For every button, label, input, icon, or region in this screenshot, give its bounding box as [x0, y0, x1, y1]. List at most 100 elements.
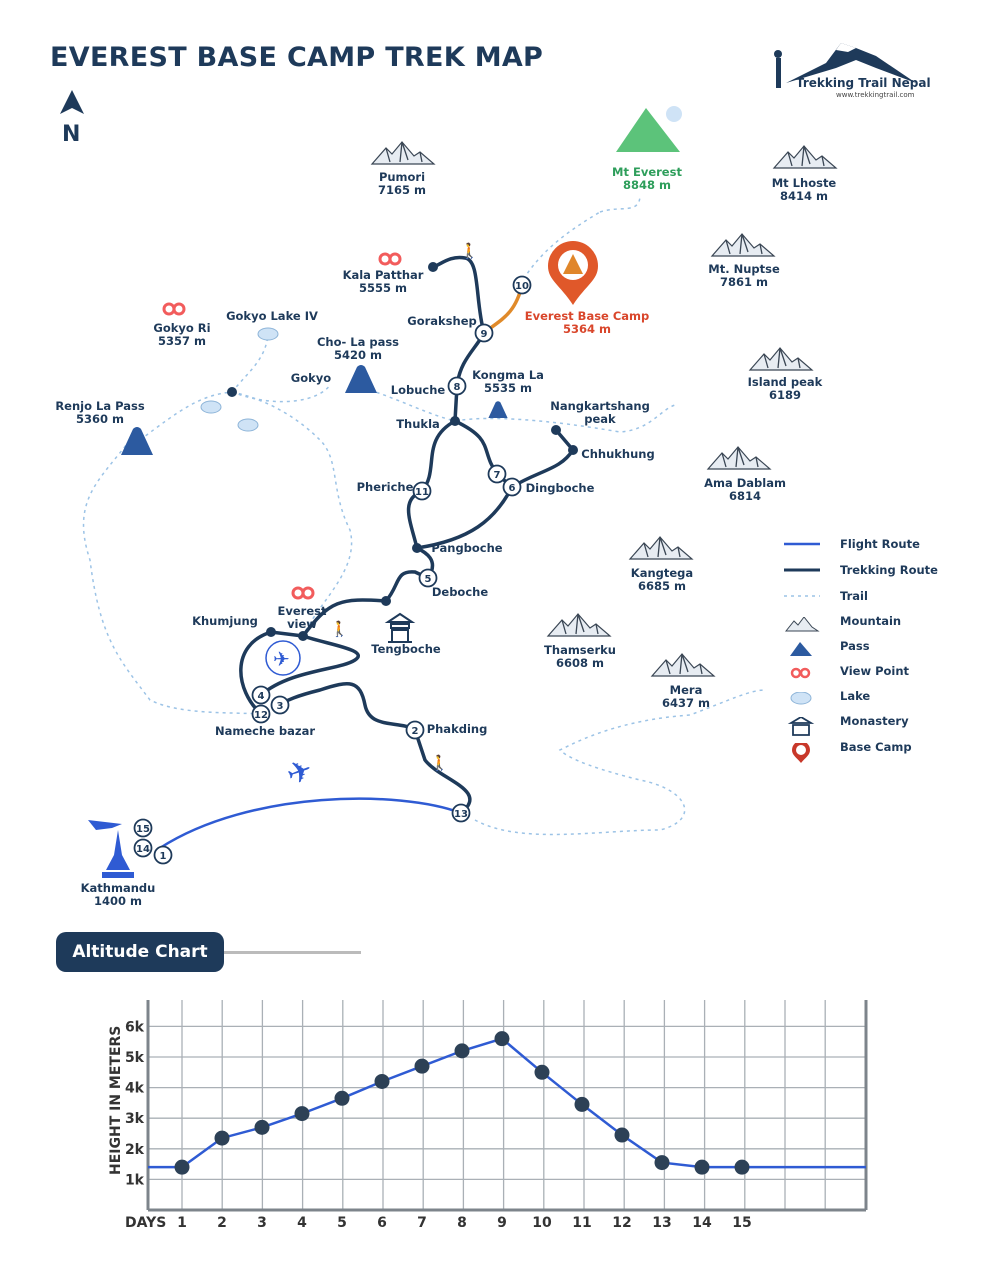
altitude-point-day-9	[494, 1031, 510, 1047]
flight-route	[159, 797, 462, 850]
logo-name: Trekking Trail Nepal	[796, 76, 931, 90]
logo-mountain-icon	[774, 43, 916, 88]
sun-icon	[666, 106, 682, 122]
mountain-shape	[650, 653, 716, 677]
logo-url[interactable]: www.trekkingtrail.com	[836, 91, 915, 99]
mountain-icon	[628, 536, 694, 560]
place-name: Pheriche	[357, 480, 414, 494]
place-name: Tengboche	[371, 642, 441, 656]
x-tick-label: 11	[572, 1215, 591, 1231]
hiker-icon: 🚶	[430, 754, 449, 772]
altitude-point-day-14	[694, 1159, 710, 1175]
stop-number: 13	[454, 809, 468, 820]
x-tick-label: 2	[217, 1215, 227, 1231]
waypoint-dot	[381, 596, 391, 606]
departing-plane-icon	[88, 820, 122, 830]
north-arrow-icon	[60, 90, 84, 114]
x-axis-label: DAYS	[125, 1215, 166, 1231]
altitude-point-day-4	[294, 1106, 310, 1122]
mountain-ridge	[721, 446, 759, 468]
place-altitude: view	[287, 617, 317, 631]
plane-icon: ✈	[273, 647, 290, 671]
trail-path	[599, 194, 641, 213]
stop-number: 2	[412, 726, 419, 737]
trail-path	[82, 439, 261, 715]
stop-number: 7	[494, 470, 501, 481]
monastery-icon	[384, 612, 416, 643]
place-altitude: 5535 m	[484, 381, 532, 395]
mountain-shape	[710, 233, 776, 257]
x-tick-label: 15	[732, 1215, 751, 1231]
place-name: Nangkartshang	[550, 399, 650, 413]
shape	[790, 642, 812, 656]
stop-number: 12	[254, 710, 268, 721]
altitude-point-day-15	[734, 1159, 750, 1175]
hiker-icon: 🚶	[460, 242, 479, 260]
altitude-point-day-1	[174, 1159, 190, 1175]
place-altitude: 5360 m	[76, 412, 124, 426]
mountain-icon	[748, 347, 814, 371]
place-name: Lobuche	[391, 383, 446, 397]
stop-marker	[512, 275, 532, 295]
y-tick-label: 4k	[125, 1081, 145, 1097]
stop-marker	[251, 685, 271, 705]
mountain-shape	[546, 613, 612, 637]
divider	[224, 951, 361, 954]
stop-number: 8	[454, 382, 461, 393]
mountain-shape	[748, 347, 814, 371]
legend-label: Pass	[840, 639, 870, 653]
legend-label: Monastery	[840, 714, 909, 728]
place-name: Island peak	[748, 375, 823, 389]
mountain-ridge	[787, 145, 825, 167]
stop-marker	[405, 720, 425, 740]
legend-label: Flight Route	[840, 537, 920, 551]
altitude-point-day-2	[214, 1130, 230, 1146]
y-axis-label: HEIGHT IN METERS	[108, 1026, 124, 1175]
stop-marker	[251, 704, 271, 724]
stop-number: 10	[515, 281, 529, 292]
x-tick-label: 12	[612, 1215, 631, 1231]
stop-marker	[412, 481, 432, 501]
place-name: Phakding	[427, 722, 488, 736]
mountain-ridge	[665, 653, 703, 675]
place-name: Khumjung	[192, 614, 258, 628]
monastery-icon	[787, 717, 815, 736]
place-altitude: 8848 m	[623, 178, 671, 192]
legend-label: Mountain	[840, 614, 902, 628]
stop-marker	[133, 818, 153, 838]
lens	[799, 667, 811, 679]
place-name: Mt. Nuptse	[708, 262, 780, 276]
place-name: Kathmandu	[81, 881, 156, 895]
altitude-line	[148, 1037, 866, 1169]
stop-number: 14	[136, 844, 150, 855]
stop-marker	[487, 464, 507, 484]
x-tick-label: 10	[532, 1215, 552, 1231]
lens	[790, 667, 802, 679]
shape	[790, 692, 812, 705]
lake-icon	[200, 400, 222, 414]
stop-marker	[474, 323, 494, 343]
mountain-ridge	[561, 613, 599, 635]
mountain-icon	[710, 233, 776, 257]
trekking-route	[301, 546, 435, 638]
altitude-point-day-3	[254, 1119, 270, 1135]
waypoint-dot	[227, 387, 237, 397]
place-altitude: 5364 m	[563, 322, 611, 336]
everest-mountain-icon	[616, 108, 680, 152]
legend-label: Lake	[840, 689, 871, 703]
pin-icon	[792, 743, 810, 763]
place-name: Chhukhung	[581, 447, 654, 461]
place-altitude: 7861 m	[720, 275, 768, 289]
plane-icon: ✈	[282, 752, 318, 793]
y-tick-label: 1k	[125, 1172, 145, 1188]
pass-icon	[488, 401, 508, 418]
lens	[172, 302, 186, 316]
inner	[796, 745, 806, 755]
place-altitude: 5420 m	[334, 348, 382, 362]
waypoint-dot	[412, 543, 422, 553]
place-altitude: 6189	[769, 388, 801, 402]
x-tick-label: 13	[652, 1215, 671, 1231]
x-tick-label: 14	[692, 1215, 712, 1231]
tent-icon	[563, 254, 583, 274]
